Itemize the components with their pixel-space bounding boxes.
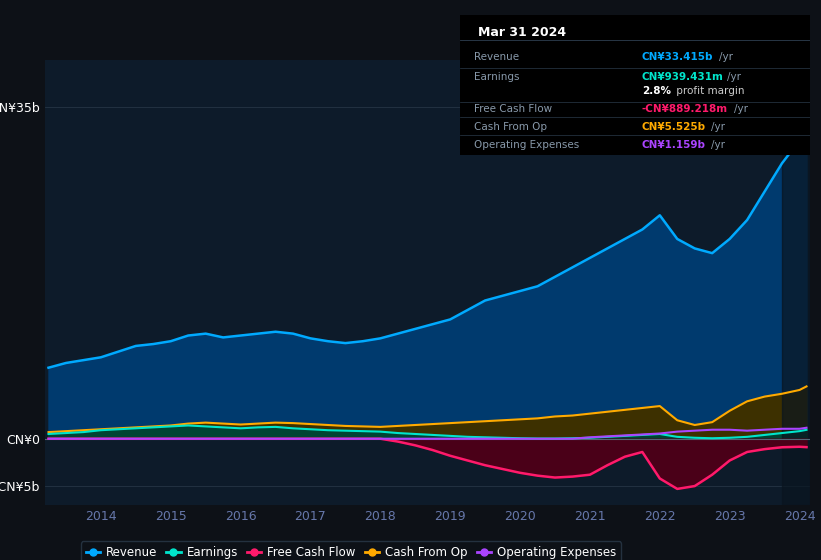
Text: -CN¥889.218m: -CN¥889.218m [642, 104, 728, 114]
Text: profit margin: profit margin [672, 86, 745, 96]
Text: /yr: /yr [735, 104, 749, 114]
Text: Revenue: Revenue [474, 52, 519, 62]
Text: /yr: /yr [719, 52, 733, 62]
Text: /yr: /yr [727, 72, 741, 82]
Text: CN¥5.525b: CN¥5.525b [642, 122, 706, 132]
Bar [782, 60, 810, 505]
Text: 2.8%: 2.8% [642, 86, 671, 96]
Text: Earnings: Earnings [474, 72, 520, 82]
Text: /yr: /yr [711, 122, 725, 132]
Text: Mar 31 2024: Mar 31 2024 [478, 26, 566, 39]
Text: CN¥939.431m: CN¥939.431m [642, 72, 724, 82]
Text: Cash From Op: Cash From Op [474, 122, 547, 132]
Text: CN¥33.415b: CN¥33.415b [642, 52, 713, 62]
Text: CN¥1.159b: CN¥1.159b [642, 140, 706, 150]
Legend: Revenue, Earnings, Free Cash Flow, Cash From Op, Operating Expenses: Revenue, Earnings, Free Cash Flow, Cash … [80, 541, 621, 560]
Text: Free Cash Flow: Free Cash Flow [474, 104, 553, 114]
Text: /yr: /yr [711, 140, 725, 150]
Text: Operating Expenses: Operating Expenses [474, 140, 580, 150]
